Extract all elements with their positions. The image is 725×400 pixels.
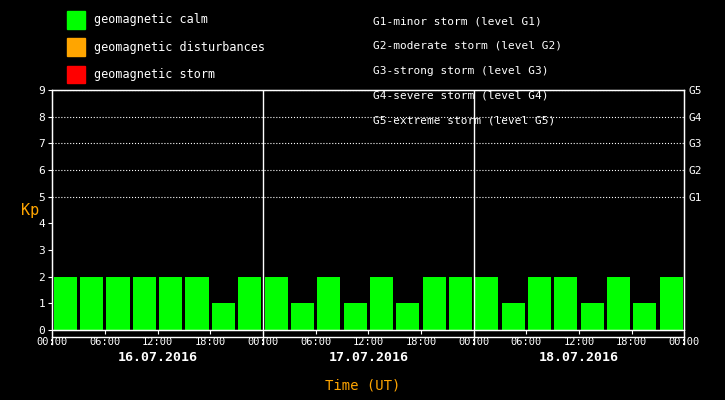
Bar <box>186 277 209 330</box>
Text: G1-minor storm (level G1): G1-minor storm (level G1) <box>373 16 542 26</box>
Bar <box>265 277 288 330</box>
Text: G4-severe storm (level G4): G4-severe storm (level G4) <box>373 90 549 100</box>
Bar <box>528 277 551 330</box>
Bar <box>634 303 656 330</box>
Bar <box>318 277 340 330</box>
Bar <box>397 303 419 330</box>
Bar <box>160 277 182 330</box>
Bar <box>291 303 314 330</box>
Text: G2-moderate storm (level G2): G2-moderate storm (level G2) <box>373 41 563 51</box>
Bar <box>581 303 604 330</box>
Text: 16.07.2016: 16.07.2016 <box>117 351 198 364</box>
Bar <box>555 277 577 330</box>
Bar <box>370 277 393 330</box>
Bar <box>449 277 472 330</box>
Bar <box>502 303 525 330</box>
Y-axis label: Kp: Kp <box>21 202 39 218</box>
Text: geomagnetic disturbances: geomagnetic disturbances <box>94 41 265 54</box>
Text: G5-extreme storm (level G5): G5-extreme storm (level G5) <box>373 115 555 125</box>
Text: geomagnetic calm: geomagnetic calm <box>94 14 208 26</box>
Bar <box>344 303 367 330</box>
Bar <box>423 277 446 330</box>
Text: Time (UT): Time (UT) <box>325 379 400 393</box>
Bar <box>212 303 235 330</box>
Text: geomagnetic storm: geomagnetic storm <box>94 68 215 81</box>
Bar <box>107 277 130 330</box>
Bar <box>80 277 103 330</box>
Text: G3-strong storm (level G3): G3-strong storm (level G3) <box>373 66 549 76</box>
Bar <box>660 277 683 330</box>
Text: 18.07.2016: 18.07.2016 <box>539 351 619 364</box>
Text: 17.07.2016: 17.07.2016 <box>328 351 408 364</box>
Bar <box>607 277 630 330</box>
Bar <box>133 277 156 330</box>
Bar <box>476 277 498 330</box>
Bar <box>239 277 261 330</box>
Bar <box>54 277 77 330</box>
